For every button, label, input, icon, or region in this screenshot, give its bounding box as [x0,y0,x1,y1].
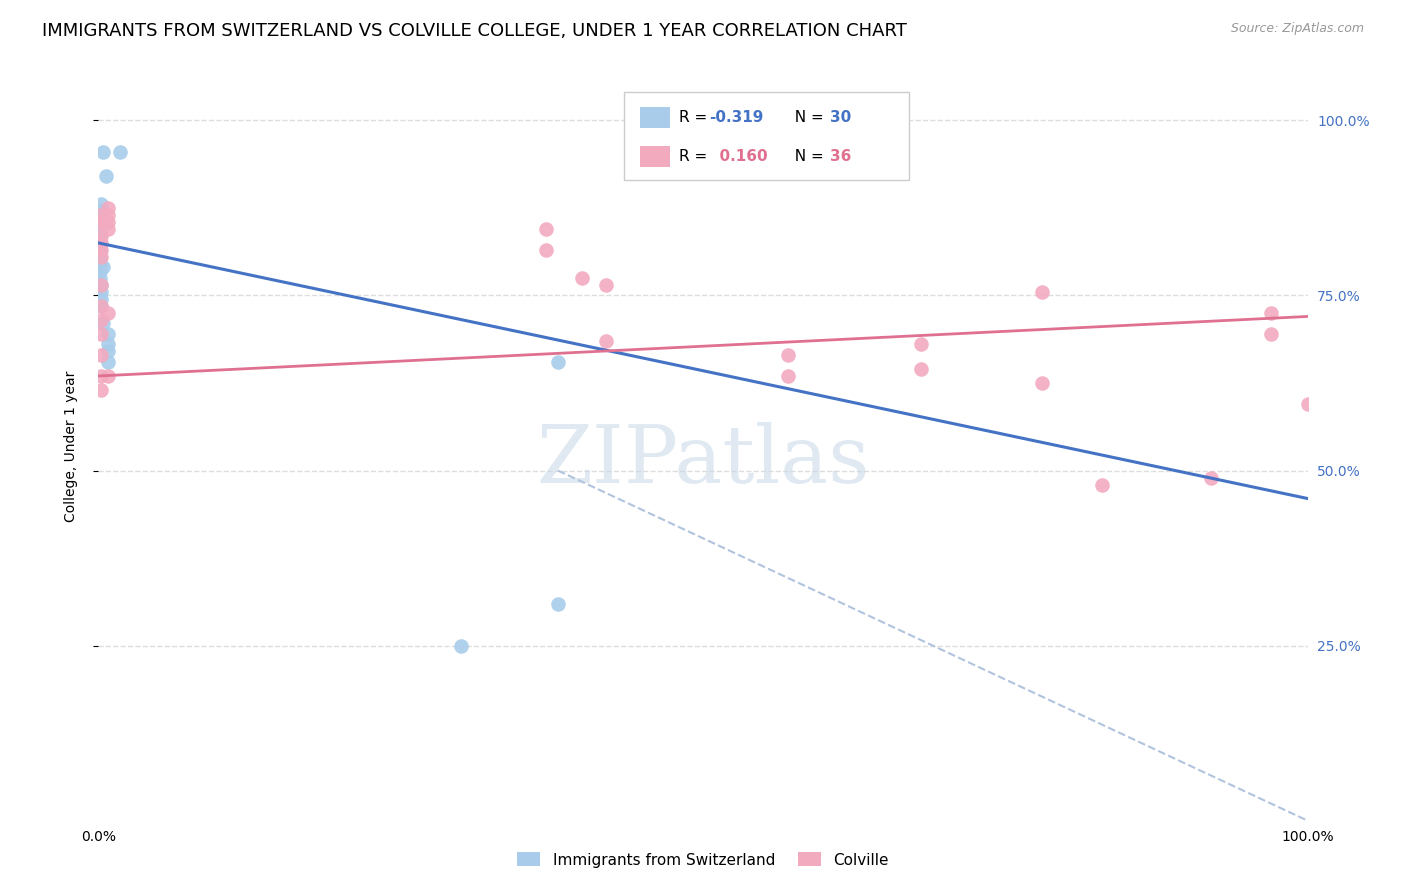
Text: 36: 36 [830,149,852,164]
Point [91,260,114,275]
Point [90,228,112,243]
Text: 0.160: 0.160 [709,149,768,164]
Point [90,383,112,397]
Point [90,243,112,257]
FancyBboxPatch shape [624,92,908,180]
Point [97,215,120,229]
Point [1091,477,1114,491]
Point [90,215,112,229]
Point [89,228,111,243]
Point [97,355,120,369]
FancyBboxPatch shape [640,146,671,168]
Point [97,201,120,215]
Point [90,215,112,229]
Text: N =: N = [785,111,830,125]
Point [571,271,593,285]
Point [90,348,112,362]
Point [534,222,557,236]
Point [97,306,120,320]
Point [97,337,120,351]
Point [90,368,112,383]
Point [89,257,111,271]
Point [910,362,932,376]
Text: 30: 30 [830,111,851,125]
Point [90,299,112,313]
Point [90,299,112,313]
Point [91,145,114,159]
Point [89,243,111,257]
Point [90,277,112,292]
Point [89,243,111,257]
Point [547,355,569,369]
Point [450,639,472,653]
Point [89,222,111,236]
Point [89,271,111,285]
Point [1199,470,1222,484]
Point [89,264,111,278]
Legend: Immigrants from Switzerland, Colville: Immigrants from Switzerland, Colville [512,847,894,873]
Point [1260,306,1282,320]
Point [94,169,117,184]
Text: R =: R = [679,149,711,164]
Point [97,208,120,222]
Point [90,250,112,264]
Point [97,222,120,236]
Point [534,243,557,257]
Point [90,326,112,341]
Y-axis label: College, Under 1 year: College, Under 1 year [63,370,77,522]
Point [1260,326,1282,341]
Point [1031,376,1053,390]
Text: ZIPatlas: ZIPatlas [536,422,870,500]
Point [1296,397,1319,411]
Point [97,326,120,341]
Point [108,145,131,159]
Point [1031,285,1053,299]
Point [90,313,112,327]
Point [595,334,617,348]
Point [89,219,111,233]
Point [90,277,112,292]
Point [776,348,799,362]
Point [90,235,112,250]
Point [89,235,111,250]
Point [776,368,799,383]
Text: Source: ZipAtlas.com: Source: ZipAtlas.com [1230,22,1364,36]
Point [89,211,111,226]
Text: IMMIGRANTS FROM SWITZERLAND VS COLVILLE COLLEGE, UNDER 1 YEAR CORRELATION CHART: IMMIGRANTS FROM SWITZERLAND VS COLVILLE … [42,22,907,40]
FancyBboxPatch shape [640,107,671,128]
Point [90,292,112,306]
Text: N =: N = [785,149,830,164]
Point [97,368,120,383]
Point [595,277,617,292]
Point [97,344,120,359]
Point [90,204,112,219]
Point [90,285,112,299]
Point [90,211,112,226]
Point [90,197,112,211]
Text: R =: R = [679,111,711,125]
Point [89,208,111,222]
Point [910,337,932,351]
Text: -0.319: -0.319 [709,111,763,125]
Point [547,597,569,611]
Point [89,250,111,264]
Point [91,317,114,331]
